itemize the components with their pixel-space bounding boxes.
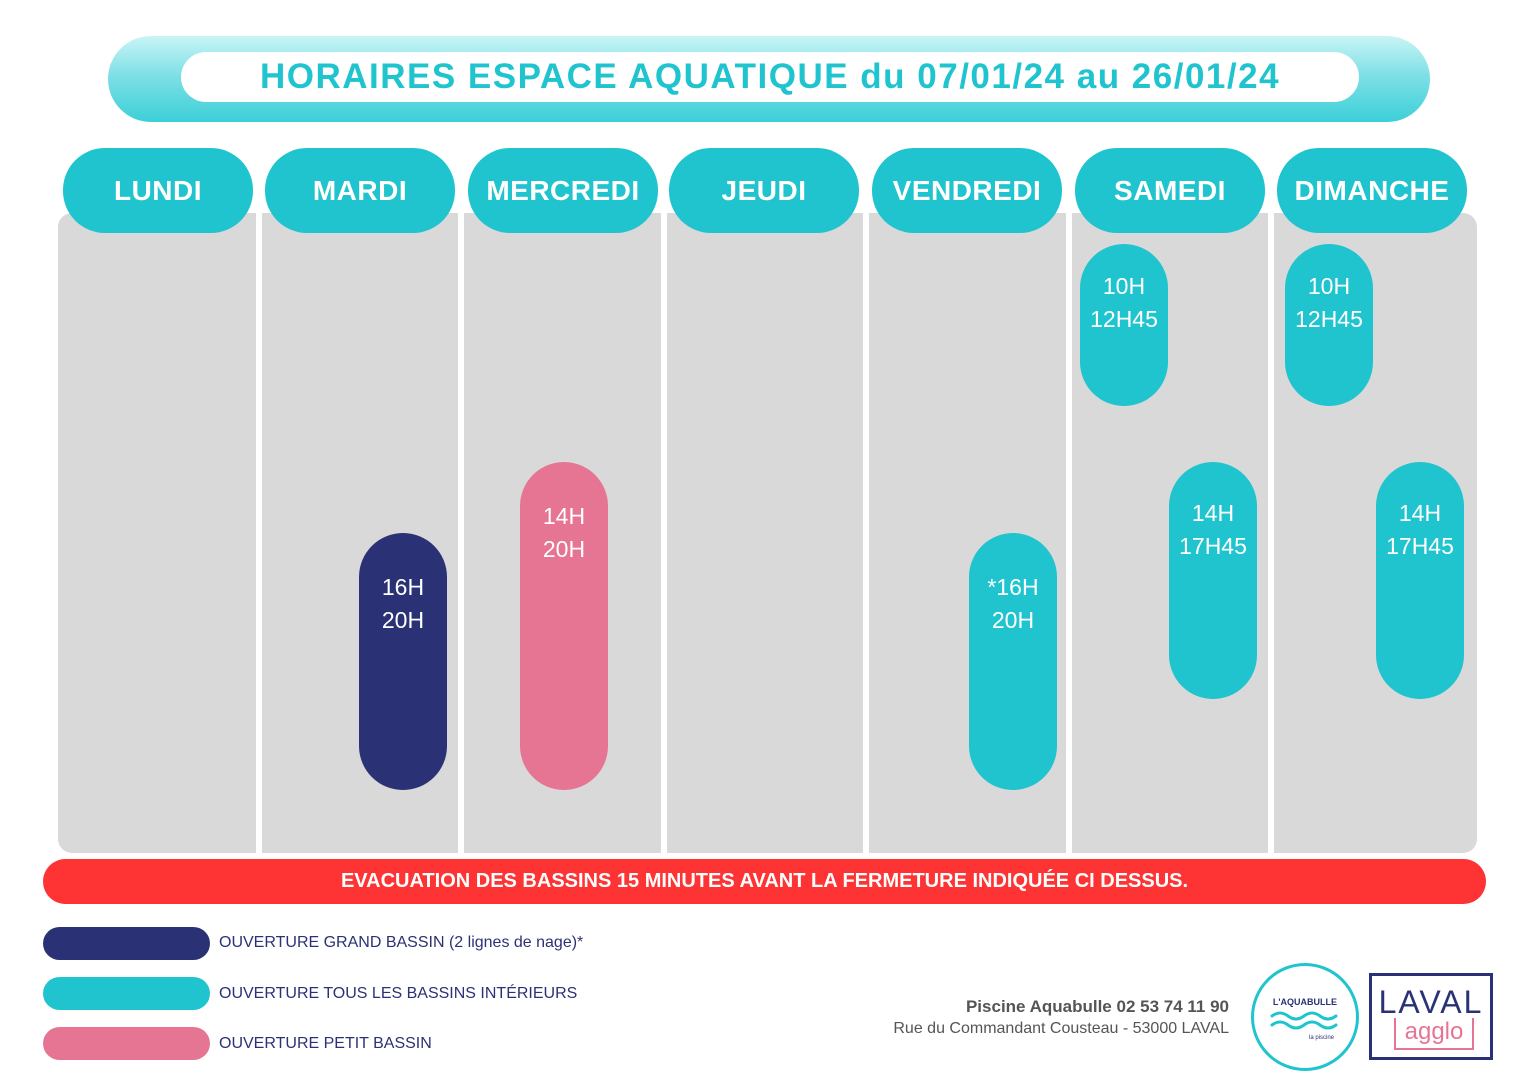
title-pill: HORAIRES ESPACE AQUATIQUE du 07/01/24 au…: [181, 52, 1359, 102]
column-divider: [256, 213, 262, 853]
aquabulle-logo: L'AQUABULLE la piscine: [1251, 963, 1359, 1071]
column-divider: [661, 213, 667, 853]
legend-swatch-tous-bassins: [43, 977, 210, 1010]
agglo-logo-word: agglo: [1404, 1018, 1464, 1045]
day-label: LUNDI: [113, 174, 203, 206]
legend-label-petit-bassin: OUVERTURE PETIT BASSIN: [219, 1035, 432, 1052]
column-divider: [458, 213, 464, 853]
legend-swatch-petit-bassin: [43, 1027, 210, 1060]
day-label: MARDI: [312, 174, 408, 206]
day-header-dimanche: DIMANCHE: [1277, 148, 1467, 233]
slot-start: 14H: [1191, 500, 1235, 526]
laval-agglo-logo: LAVAL agglo: [1369, 973, 1493, 1060]
legend-swatch-grand-bassin: [43, 927, 210, 960]
column-divider: [863, 213, 869, 853]
slot-start: *16H: [987, 574, 1039, 600]
slot-vendredi: *16H 20H: [969, 533, 1057, 790]
page-title: HORAIRES ESPACE AQUATIQUE du 07/01/24 au…: [259, 57, 1281, 96]
agglo-box: agglo: [1394, 1018, 1474, 1050]
day-header-mardi: MARDI: [265, 148, 455, 233]
slot-end: 17H45: [1386, 533, 1454, 559]
slot-end: 12H45: [1090, 306, 1158, 332]
aquabulle-logo-name: L'AQUABULLE: [1272, 997, 1338, 1007]
slot-dimanche-matin: 10H 12H45: [1285, 244, 1373, 406]
day-label: VENDREDI: [892, 174, 1042, 206]
day-label: MERCREDI: [486, 174, 640, 206]
day-header-samedi: SAMEDI: [1075, 148, 1265, 233]
slot-end: 20H: [381, 607, 425, 633]
legend-label-grand-bassin: OUVERTURE GRAND BASSIN (2 lignes de nage…: [219, 934, 584, 951]
slot-end: 17H45: [1179, 533, 1247, 559]
day-label: JEUDI: [721, 174, 807, 206]
contact-address: Rue du Commandant Cousteau - 53000 LAVAL: [893, 1020, 1229, 1037]
aquabulle-logo-sub: la piscine: [1308, 1035, 1334, 1041]
slot-dimanche-apres-midi: 14H 17H45: [1376, 462, 1464, 699]
legend-label-tous-bassins: OUVERTURE TOUS LES BASSINS INTÉRIEURS: [219, 985, 578, 1002]
waves-icon: [1270, 1011, 1338, 1030]
slot-samedi-apres-midi: 14H 17H45: [1169, 462, 1257, 699]
evacuation-warning: EVACUATION DES BASSINS 15 MINUTES AVANT …: [43, 859, 1486, 904]
day-label: DIMANCHE: [1294, 174, 1450, 206]
day-header-jeudi: JEUDI: [669, 148, 859, 233]
slot-end: 20H: [542, 536, 586, 562]
column-divider: [1066, 213, 1072, 853]
slot-start: 10H: [1102, 273, 1146, 299]
day-label: SAMEDI: [1114, 174, 1226, 206]
slot-start: 16H: [381, 574, 425, 600]
schedule-grid: [58, 213, 1477, 853]
slot-mardi: 16H 20H: [359, 533, 447, 790]
slot-start: 14H: [1398, 500, 1442, 526]
day-header-lundi: LUNDI: [63, 148, 253, 233]
slot-mercredi: 14H 20H: [520, 462, 608, 790]
contact-name-phone: Piscine Aquabulle 02 53 74 11 90: [965, 997, 1229, 1016]
slot-end: 20H: [991, 607, 1035, 633]
day-header-mercredi: MERCREDI: [468, 148, 658, 233]
slot-start: 10H: [1307, 273, 1351, 299]
slot-samedi-matin: 10H 12H45: [1080, 244, 1168, 406]
slot-start: 14H: [542, 503, 586, 529]
laval-logo-word: LAVAL: [1378, 984, 1484, 1020]
slot-end: 12H45: [1295, 306, 1363, 332]
day-header-vendredi: VENDREDI: [872, 148, 1062, 233]
warning-text: EVACUATION DES BASSINS 15 MINUTES AVANT …: [340, 870, 1189, 892]
column-divider: [1268, 213, 1274, 853]
